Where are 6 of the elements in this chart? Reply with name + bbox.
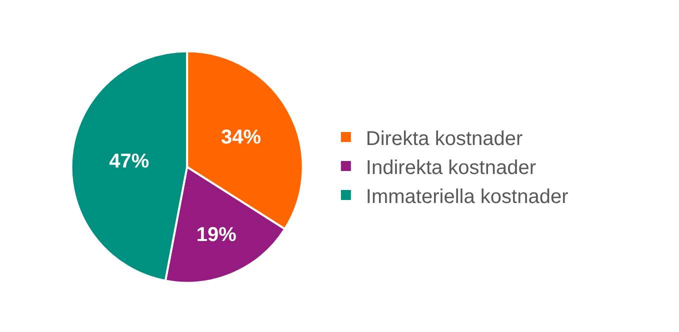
data-label: 47% (109, 150, 150, 173)
data-label: 34% (221, 126, 262, 148)
legend-label: Indirekta kostnader (366, 156, 536, 179)
legend-label: Direkta kostnader (366, 128, 523, 150)
data-label: 19% (196, 224, 237, 246)
legend-label: Immateriella kostnader (366, 186, 569, 208)
